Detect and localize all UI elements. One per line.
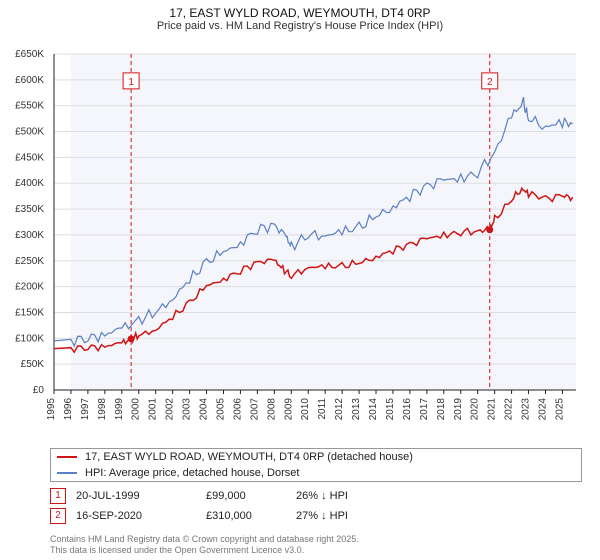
legend-label: 17, EAST WYLD ROAD, WEYMOUTH, DT4 0RP (d… (85, 451, 413, 463)
svg-text:2009: 2009 (283, 398, 294, 421)
event-marker: 1 (50, 488, 66, 504)
svg-text:2021: 2021 (487, 398, 498, 421)
svg-text:2001: 2001 (148, 398, 159, 421)
svg-text:1997: 1997 (80, 398, 91, 421)
svg-text:£50K: £50K (21, 359, 45, 370)
svg-text:£650K: £650K (15, 49, 44, 60)
svg-text:2025: 2025 (554, 398, 565, 421)
svg-text:1996: 1996 (63, 398, 74, 421)
svg-text:1995: 1995 (46, 398, 57, 421)
event-row: 1 20-JUL-1999 £99,000 26% ↓ HPI (50, 488, 580, 504)
svg-text:£0: £0 (33, 385, 45, 396)
svg-text:2019: 2019 (453, 398, 464, 421)
svg-text:£550K: £550K (15, 101, 44, 112)
svg-text:2002: 2002 (165, 398, 176, 421)
svg-text:1: 1 (128, 77, 134, 88)
svg-text:1999: 1999 (114, 398, 125, 421)
svg-text:£350K: £350K (15, 204, 44, 215)
svg-text:2003: 2003 (182, 398, 193, 421)
chart-legend: 17, EAST WYLD ROAD, WEYMOUTH, DT4 0RP (d… (50, 448, 582, 482)
page-title: 17, EAST WYLD ROAD, WEYMOUTH, DT4 0RP (0, 6, 600, 20)
svg-text:£400K: £400K (15, 178, 44, 189)
svg-text:2010: 2010 (300, 398, 311, 421)
page-subtitle: Price paid vs. HM Land Registry's House … (0, 20, 600, 32)
svg-text:2004: 2004 (199, 398, 210, 421)
legend-label: HPI: Average price, detached house, Dors… (85, 467, 299, 479)
events-table: 1 20-JUL-1999 £99,000 26% ↓ HPI 2 16-SEP… (50, 488, 580, 528)
svg-text:2022: 2022 (504, 398, 515, 421)
svg-text:2008: 2008 (266, 398, 277, 421)
svg-text:£500K: £500K (15, 127, 44, 138)
svg-text:2017: 2017 (419, 398, 430, 421)
legend-swatch (57, 456, 77, 458)
svg-text:£150K: £150K (15, 307, 44, 318)
svg-text:2016: 2016 (402, 398, 413, 421)
footer-attribution: Contains HM Land Registry data © Crown c… (50, 534, 580, 556)
event-date: 20-JUL-1999 (76, 490, 206, 502)
svg-text:2013: 2013 (351, 398, 362, 421)
event-row: 2 16-SEP-2020 £310,000 27% ↓ HPI (50, 508, 580, 524)
event-price: £99,000 (206, 490, 296, 502)
svg-text:2023: 2023 (521, 398, 532, 421)
svg-text:£450K: £450K (15, 152, 44, 163)
svg-text:2014: 2014 (368, 398, 379, 421)
svg-text:2024: 2024 (537, 398, 548, 421)
event-hpi: 26% ↓ HPI (296, 490, 406, 502)
price-chart: £0£50K£100K£150K£200K£250K£300K£350K£400… (50, 50, 580, 420)
svg-text:2: 2 (487, 77, 493, 88)
legend-row: HPI: Average price, detached house, Dors… (51, 465, 581, 481)
svg-text:£250K: £250K (15, 256, 44, 267)
legend-swatch (57, 472, 77, 474)
svg-text:£200K: £200K (15, 282, 44, 293)
event-marker: 2 (50, 508, 66, 524)
svg-text:2005: 2005 (215, 398, 226, 421)
svg-text:2000: 2000 (131, 398, 142, 421)
footer-line: This data is licensed under the Open Gov… (50, 545, 580, 556)
svg-text:2007: 2007 (249, 398, 260, 421)
svg-text:2018: 2018 (436, 398, 447, 421)
event-hpi: 27% ↓ HPI (296, 510, 406, 522)
svg-text:£300K: £300K (15, 230, 44, 241)
svg-text:1998: 1998 (97, 398, 108, 421)
svg-text:£600K: £600K (15, 75, 44, 86)
legend-row: 17, EAST WYLD ROAD, WEYMOUTH, DT4 0RP (d… (51, 449, 581, 465)
svg-text:2006: 2006 (232, 398, 243, 421)
svg-text:2020: 2020 (470, 398, 481, 421)
svg-text:2011: 2011 (317, 398, 328, 420)
svg-text:2015: 2015 (385, 398, 396, 421)
svg-text:2012: 2012 (334, 398, 345, 421)
svg-text:£100K: £100K (15, 333, 44, 344)
event-date: 16-SEP-2020 (76, 510, 206, 522)
footer-line: Contains HM Land Registry data © Crown c… (50, 534, 580, 545)
event-price: £310,000 (206, 510, 296, 522)
